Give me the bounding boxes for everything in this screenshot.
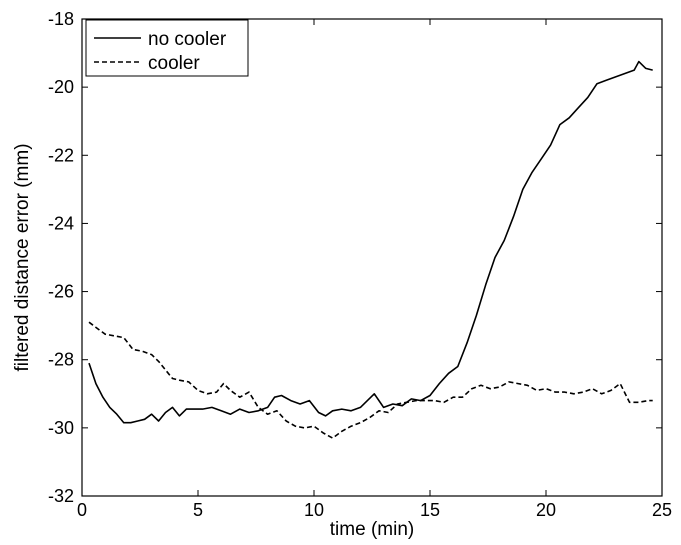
- x-tick-label: 20: [536, 500, 556, 520]
- x-tick-label: 0: [77, 500, 87, 520]
- series-line-no-cooler: [88, 60, 653, 424]
- x-tick-label: 5: [193, 500, 203, 520]
- y-tick-label: -20: [48, 77, 74, 97]
- y-tick-label: -22: [48, 145, 74, 165]
- legend-label-no-cooler: no cooler: [148, 29, 227, 50]
- x-tick-label: 10: [304, 500, 324, 520]
- plot-frame: [81, 18, 663, 497]
- y-tick-label: -30: [48, 418, 74, 438]
- x-axis-label: time (min): [330, 519, 414, 540]
- y-tick-label: -18: [48, 9, 74, 29]
- y-tick-label: -28: [48, 350, 74, 370]
- legend-box: [85, 19, 249, 77]
- legend: no cooler cooler: [85, 19, 249, 77]
- x-tick-label: 15: [420, 500, 440, 520]
- y-tick-label: -26: [48, 282, 74, 302]
- x-tick-label: 25: [652, 500, 672, 520]
- y-tick-label: -32: [48, 486, 74, 506]
- axis-ticks: 0 5 10 15 20 25 -32 -30 -28 -26 -24 -22 -20 -18: [48, 9, 672, 520]
- y-axis-label: filtered distance error (mm): [12, 143, 33, 371]
- legend-label-cooler: cooler: [148, 53, 200, 74]
- y-tick-label: -24: [48, 213, 74, 233]
- series-line-cooler: [88, 321, 653, 439]
- plot-layer: [88, 60, 653, 439]
